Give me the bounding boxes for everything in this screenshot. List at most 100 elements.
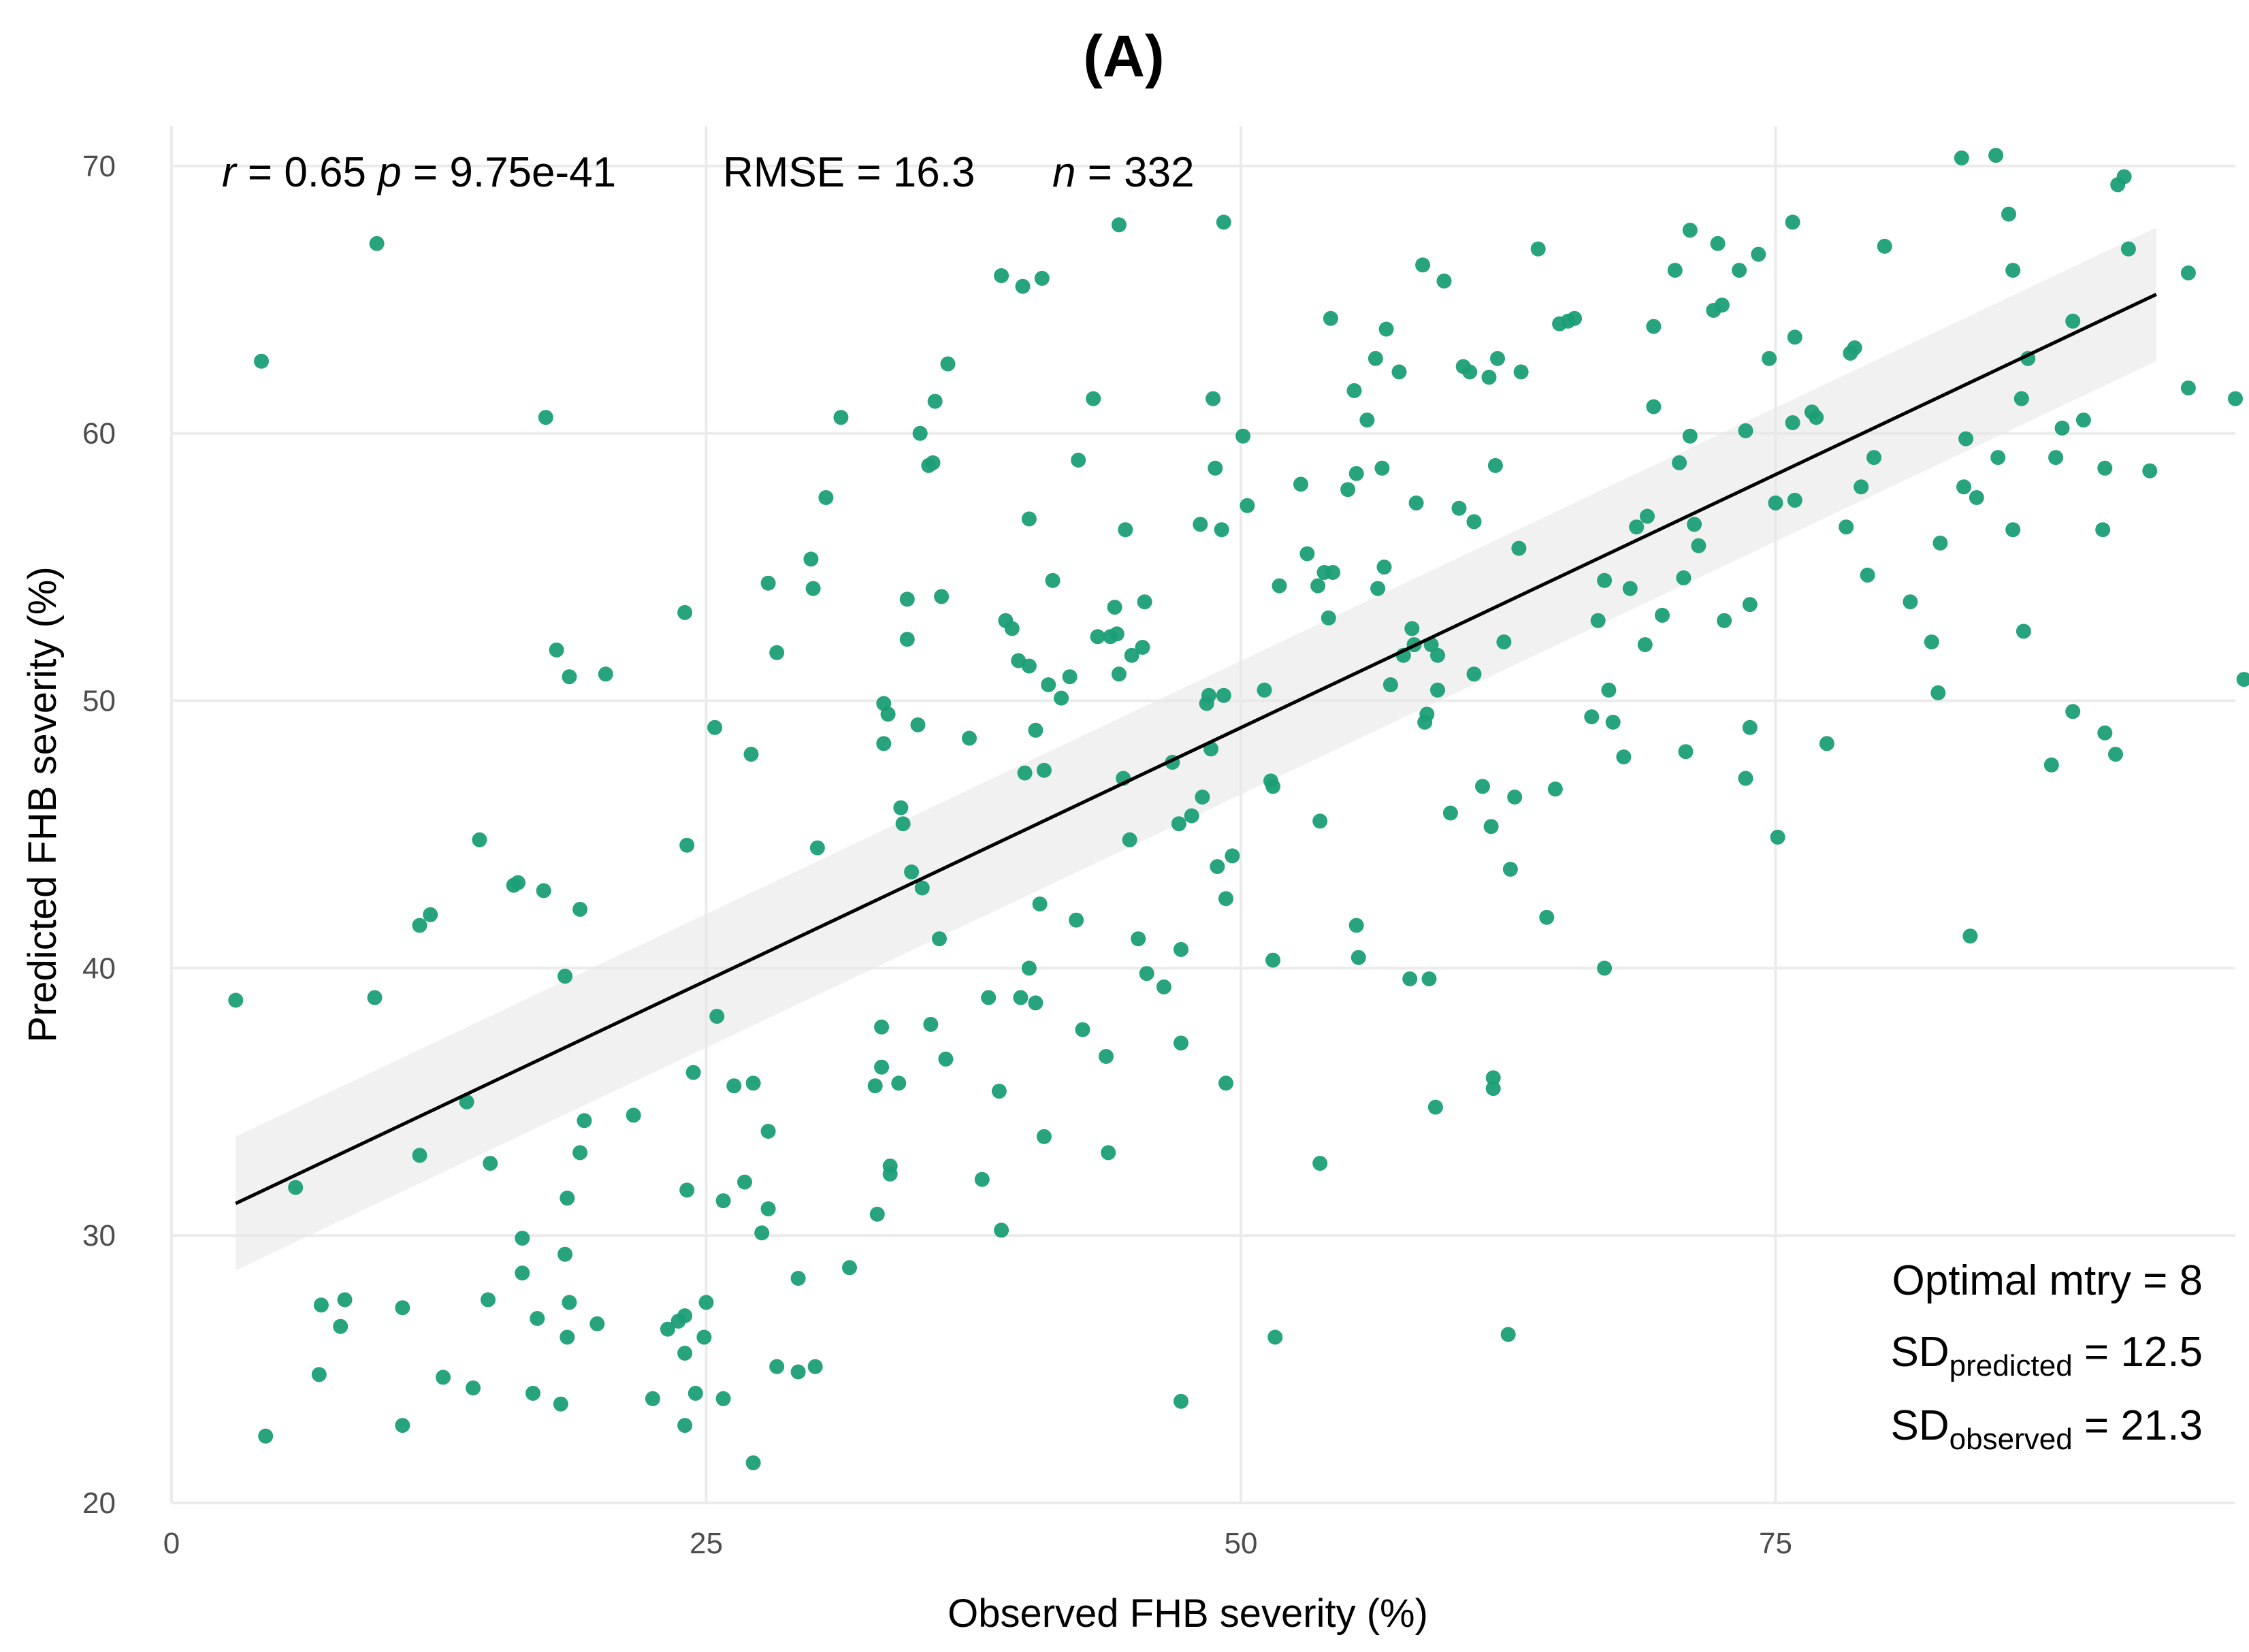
data-point [1502,862,1518,877]
data-point [530,1311,545,1326]
data-point [1391,364,1407,380]
data-point [1969,490,1984,505]
data-point [1547,781,1563,797]
y-tick-label: 20 [82,1487,116,1520]
x-tick-label: 0 [163,1527,180,1560]
data-point [707,719,723,735]
data-point [1171,816,1186,832]
data-point [1034,270,1050,286]
data-point [927,393,943,409]
data-point [2180,380,2196,395]
data-point [1036,762,1052,778]
data-point [807,1359,823,1374]
data-point [1672,455,1687,470]
data-point [254,353,269,369]
data-point [994,268,1009,283]
x-tick-label: 25 [690,1527,723,1560]
data-point [1174,1035,1188,1051]
data-point [882,1166,898,1182]
data-point [1866,450,1881,466]
data-point [1071,453,1086,468]
data-point [311,1367,327,1382]
data-point [2054,420,2070,436]
data-point [538,410,553,425]
data-point [1487,457,1503,473]
data-point [754,1225,770,1241]
data-point [2108,747,2123,762]
data-point [1678,744,1694,760]
data-point [1590,613,1606,628]
data-point [1174,941,1188,957]
data-point [1785,415,1800,430]
stats-r-value: = 0.65 [236,149,378,196]
data-point [1267,1329,1283,1345]
data-point [1021,511,1037,527]
data-point [809,840,825,856]
data-point [436,1370,451,1385]
data-point [1485,1070,1501,1086]
data-point [1272,578,1287,594]
data-point [1436,273,1452,289]
y-axis-label: Predicted FHB severity (%) [20,566,65,1042]
data-point [1075,1022,1090,1037]
data-point [1402,971,1418,987]
data-point [867,1078,883,1094]
data-point [981,990,997,1005]
data-point [1430,682,1445,698]
data-point [1507,790,1523,805]
data-point [1312,1156,1328,1171]
data-point [709,1009,725,1024]
data-point [910,717,926,732]
data-point [769,645,785,660]
data-point [1382,677,1398,692]
data-point [2065,313,2081,329]
data-point [934,589,950,604]
data-point [1629,519,1645,535]
data-point [726,1078,742,1094]
data-point [562,669,577,685]
data-point [2001,206,2016,222]
data-point [940,356,956,372]
data-point [1839,519,1854,535]
data-point [288,1180,304,1195]
data-point [1466,514,1482,530]
data-point [1216,214,1231,230]
data-point [553,1396,568,1412]
data-point [1041,677,1056,692]
data-point [880,707,896,722]
data-point [367,990,383,1005]
data-point [805,581,821,596]
data-point [1530,241,1546,257]
data-point [472,832,487,847]
data-point [1483,819,1499,835]
data-point [1036,1129,1052,1144]
data-point [1346,383,1362,398]
data-point [423,907,438,922]
data-point [412,1148,427,1163]
mtry-annotation: Optimal mtry = 8 [1892,1257,2203,1304]
data-point [1348,466,1364,481]
data-point [1646,399,1662,415]
data-point [1903,594,1918,610]
data-point [715,1391,731,1406]
sd-observed-main: SD [1891,1402,1949,1449]
data-point [1208,460,1223,476]
y-tick-label: 30 [82,1219,116,1252]
data-point [745,1075,761,1091]
data-point [895,816,911,832]
stats-n-value: = 332 [1075,149,1194,196]
data-point [1676,570,1692,585]
data-point [562,1295,577,1310]
data-point [899,632,915,647]
data-point [842,1260,857,1276]
data-point [1622,581,1638,596]
data-point [769,1359,785,1374]
data-point [1122,832,1137,847]
data-point [1742,597,1758,613]
data-point [2095,522,2111,538]
data-point [737,1174,752,1190]
data-point [228,992,244,1008]
data-point [790,1364,806,1380]
data-point [869,1206,885,1222]
data-point [1930,685,1946,700]
